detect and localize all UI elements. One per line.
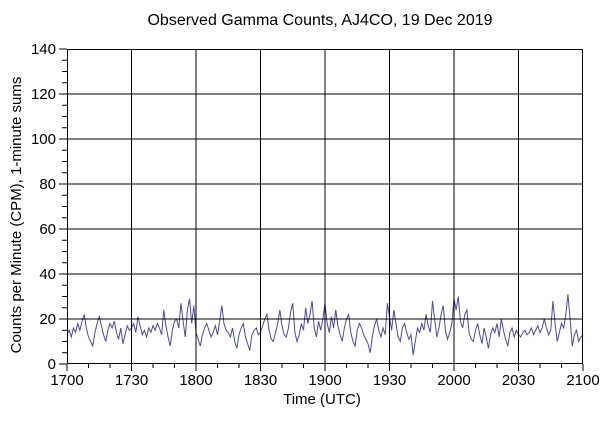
y-tick-label: 100	[31, 131, 56, 148]
x-tick-label: 2030	[502, 372, 535, 389]
x-axis-label: Time (UTC)	[283, 391, 361, 408]
chart-title: Observed Gamma Counts, AJ4CO, 19 Dec 201…	[147, 12, 492, 29]
x-tick-label: 1930	[373, 372, 406, 389]
y-tick-label: 20	[39, 311, 56, 328]
x-tick-label: 1800	[179, 372, 212, 389]
y-axis-label: Counts per Minute (CPM), 1-minute sums	[8, 77, 25, 354]
y-tick-label: 40	[39, 266, 56, 283]
y-tick-label: 0	[48, 356, 56, 373]
x-tick-label: 1700	[50, 372, 83, 389]
y-tick-label: 60	[39, 221, 56, 238]
plot-border	[67, 49, 583, 364]
x-tick-label: 2000	[437, 372, 470, 389]
x-tick-label: 1830	[244, 372, 277, 389]
x-tick-label: 2100	[566, 372, 599, 389]
x-tick-label: 1730	[115, 372, 148, 389]
y-tick-label: 120	[31, 86, 56, 103]
y-tick-label: 140	[31, 41, 56, 58]
x-tick-label: 1900	[308, 372, 341, 389]
plot-area: 1700 1730 1800 1830 1900 1930 2000 2030 2100 0 20 4…	[31, 41, 600, 389]
y-tick-label: 80	[39, 176, 56, 193]
